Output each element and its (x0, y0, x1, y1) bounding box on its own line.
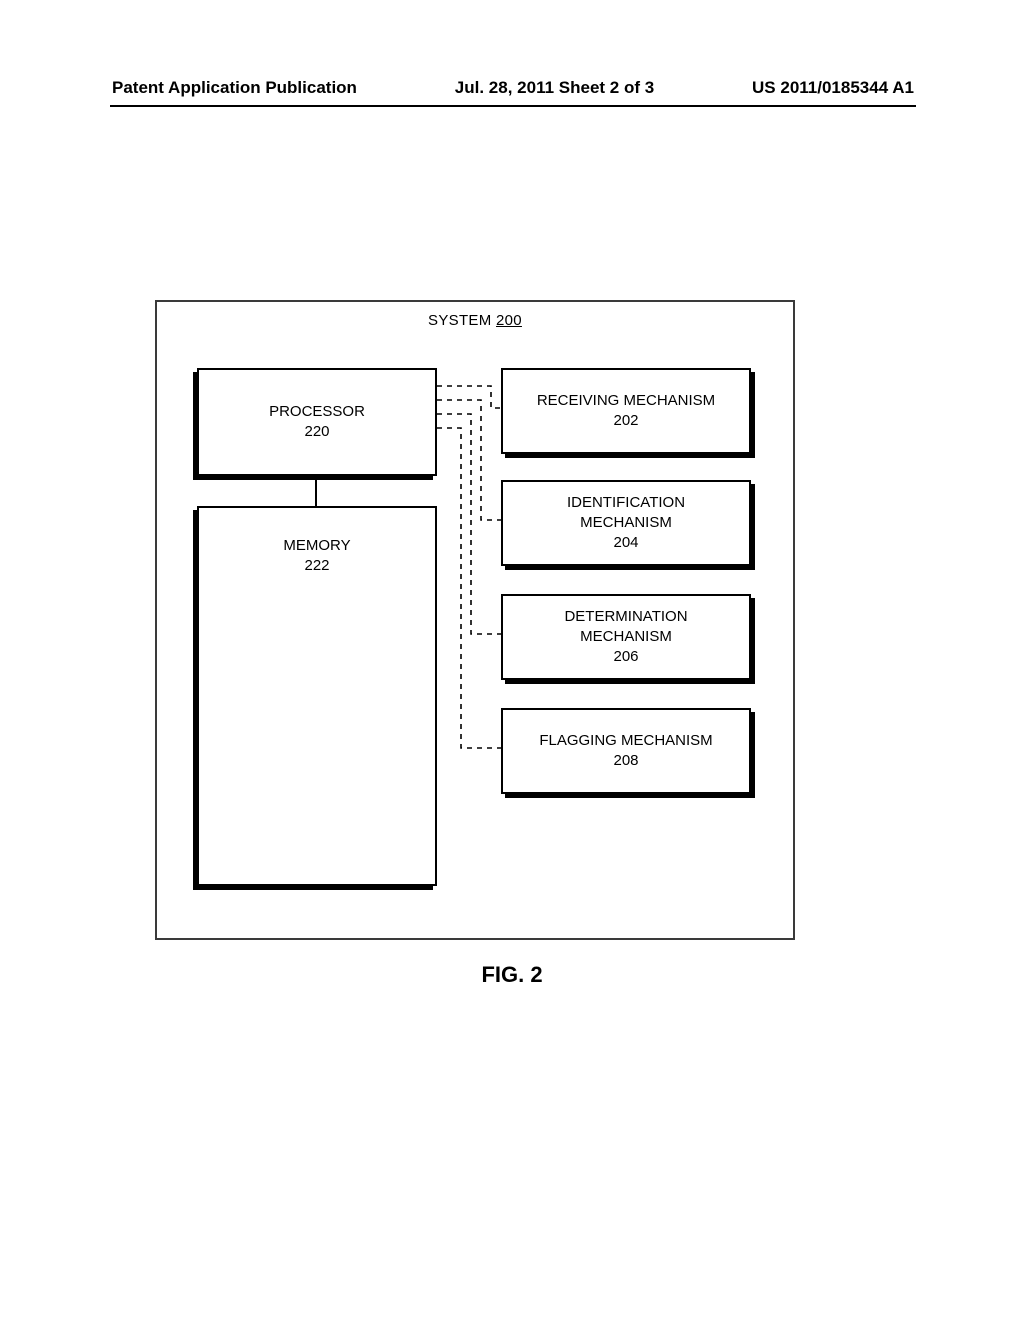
header-rule (110, 105, 916, 107)
m2-number: 204 (613, 533, 638, 553)
m2-label: IDENTIFICATION MECHANISM (567, 493, 685, 534)
system-number: 200 (496, 312, 522, 329)
header-left: Patent Application Publication (112, 78, 357, 98)
m1-label: RECEIVING MECHANISM (537, 391, 715, 411)
system-label: SYSTEM 200 (155, 312, 795, 329)
m4-number: 208 (613, 751, 638, 771)
m3-number: 206 (613, 647, 638, 667)
processor-label: PROCESSOR (269, 402, 365, 422)
determination-mechanism-box: DETERMINATION MECHANISM 206 (501, 594, 751, 680)
identification-mechanism-box: IDENTIFICATION MECHANISM 204 (501, 480, 751, 566)
memory-number: 222 (199, 556, 435, 576)
memory-label: MEMORY (199, 536, 435, 556)
m4-label: FLAGGING MECHANISM (539, 731, 712, 751)
processor-box: PROCESSOR 220 (197, 368, 437, 476)
processor-memory-connector (315, 476, 317, 506)
system-label-text: SYSTEM (428, 312, 491, 329)
header-right: US 2011/0185344 A1 (752, 78, 914, 98)
processor-number: 220 (304, 422, 329, 442)
flagging-mechanism-box: FLAGGING MECHANISM 208 (501, 708, 751, 794)
header-center: Jul. 28, 2011 Sheet 2 of 3 (455, 78, 654, 98)
m1-number: 202 (613, 411, 638, 431)
receiving-mechanism-box: RECEIVING MECHANISM 202 (501, 368, 751, 454)
page-header: Patent Application Publication Jul. 28, … (0, 78, 1024, 98)
memory-box: MEMORY 222 (197, 506, 437, 886)
m3-label: DETERMINATION MECHANISM (564, 607, 687, 648)
figure-caption: FIG. 2 (0, 962, 1024, 988)
figure-area: SYSTEM 200 PROCESSOR 220 MEMORY 222 RECE… (155, 300, 795, 940)
